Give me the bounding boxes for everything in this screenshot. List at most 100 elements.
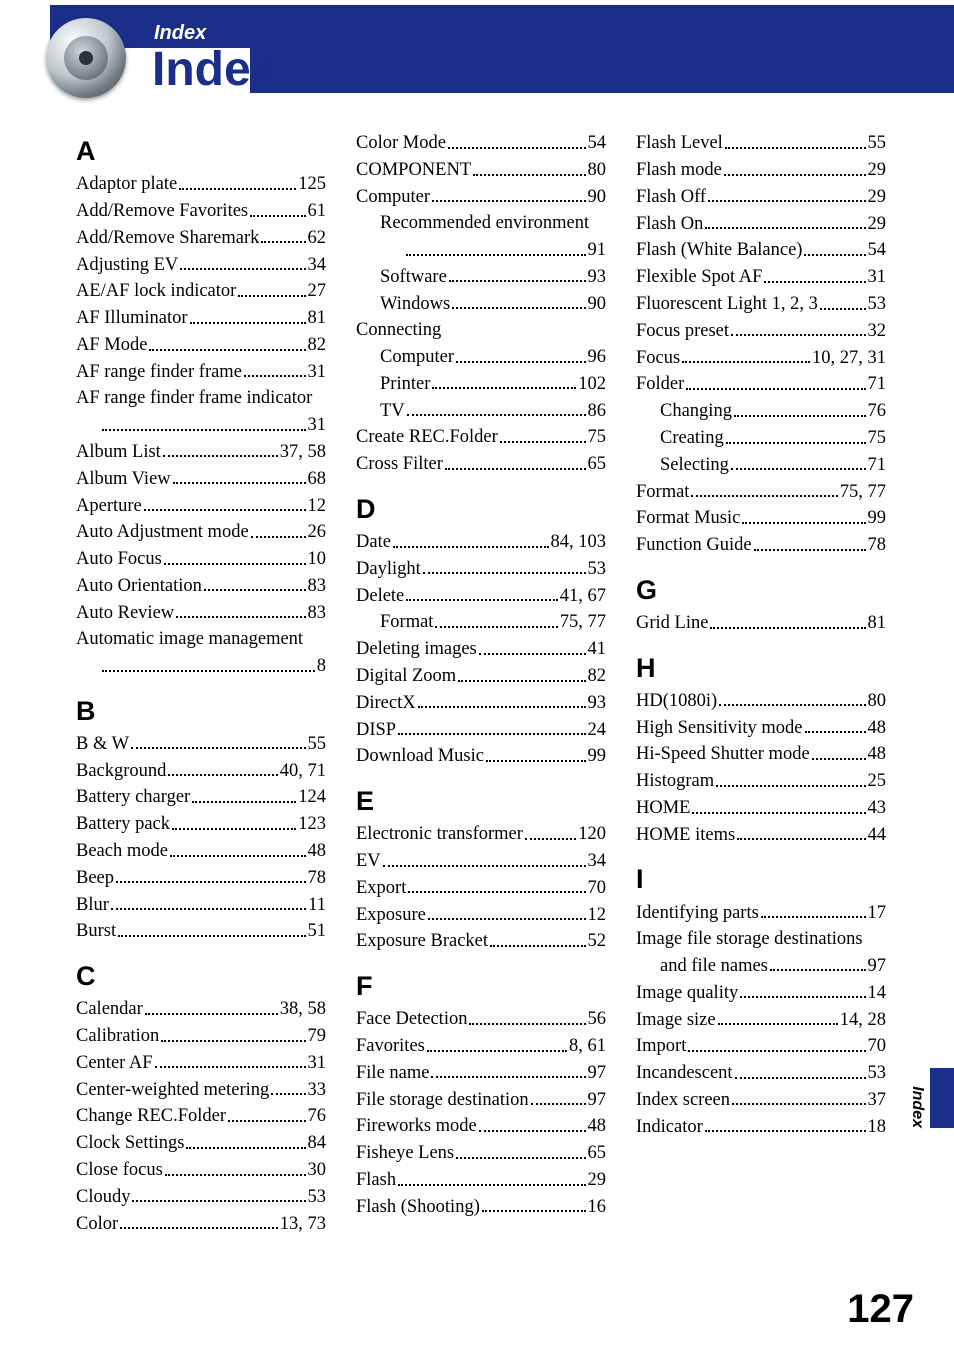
- entry-page[interactable]: 41, 67: [560, 587, 606, 606]
- entry-page[interactable]: 80: [588, 161, 607, 180]
- entry-page[interactable]: 8: [317, 657, 326, 676]
- entry-page[interactable]: 76: [308, 1107, 327, 1126]
- entry-page[interactable]: 81: [308, 309, 327, 328]
- entry-page[interactable]: 123: [298, 815, 326, 834]
- entry-page[interactable]: 48: [308, 842, 327, 861]
- entry-page[interactable]: 43: [868, 799, 887, 818]
- entry-page[interactable]: 61: [308, 202, 327, 221]
- entry-page[interactable]: 37: [868, 1091, 887, 1110]
- entry-page[interactable]: 54: [588, 134, 607, 153]
- entry-page[interactable]: 120: [578, 825, 606, 844]
- entry-page[interactable]: 48: [868, 719, 887, 738]
- entry-page[interactable]: 10, 27, 31: [812, 349, 886, 368]
- entry-page[interactable]: 90: [588, 188, 607, 207]
- entry-page[interactable]: 83: [308, 577, 327, 596]
- entry-page[interactable]: 82: [588, 667, 607, 686]
- entry-page[interactable]: 31: [868, 268, 887, 287]
- entry-page[interactable]: 124: [298, 788, 326, 807]
- entry-page[interactable]: 62: [308, 229, 327, 248]
- entry-page[interactable]: 34: [588, 852, 607, 871]
- entry-page[interactable]: 93: [588, 694, 607, 713]
- entry-page[interactable]: 70: [868, 1037, 887, 1056]
- entry-page[interactable]: 70: [588, 879, 607, 898]
- entry-page[interactable]: 65: [588, 455, 607, 474]
- entry-page[interactable]: 8, 61: [569, 1037, 606, 1056]
- entry-page[interactable]: 53: [308, 1188, 327, 1207]
- entry-page[interactable]: 48: [588, 1117, 607, 1136]
- entry-page[interactable]: 48: [868, 745, 887, 764]
- entry-page[interactable]: 102: [578, 375, 606, 394]
- entry-page[interactable]: 96: [588, 348, 607, 367]
- entry-page[interactable]: 18: [868, 1118, 887, 1137]
- entry-page[interactable]: 13, 73: [280, 1215, 326, 1234]
- entry-page[interactable]: 65: [588, 1144, 607, 1163]
- entry-page[interactable]: 29: [868, 161, 887, 180]
- entry-page[interactable]: 25: [868, 772, 887, 791]
- entry-page[interactable]: 26: [308, 523, 327, 542]
- entry-page[interactable]: 99: [588, 747, 607, 766]
- entry-page[interactable]: 68: [308, 470, 327, 489]
- entry-page[interactable]: 93: [588, 268, 607, 287]
- entry-page[interactable]: 40, 71: [280, 762, 326, 781]
- entry-page[interactable]: 97: [588, 1091, 607, 1110]
- entry-page[interactable]: 71: [868, 375, 887, 394]
- entry-page[interactable]: 44: [868, 826, 887, 845]
- entry-page[interactable]: 14, 28: [840, 1011, 886, 1030]
- entry-page[interactable]: 12: [588, 906, 607, 925]
- entry-page[interactable]: 32: [868, 322, 887, 341]
- entry-page[interactable]: 82: [308, 336, 327, 355]
- entry-page[interactable]: 29: [588, 1171, 607, 1190]
- entry-page[interactable]: 17: [868, 904, 887, 923]
- entry-page[interactable]: 75: [588, 428, 607, 447]
- entry-page[interactable]: 29: [868, 215, 887, 234]
- entry-page[interactable]: 78: [868, 536, 887, 555]
- entry-page[interactable]: 12: [308, 497, 327, 516]
- entry-page[interactable]: 125: [298, 175, 326, 194]
- entry-page[interactable]: 55: [868, 134, 887, 153]
- entry-page[interactable]: 38, 58: [280, 1000, 326, 1019]
- entry-page[interactable]: 75: [868, 429, 887, 448]
- entry-page[interactable]: 99: [868, 509, 887, 528]
- entry-page[interactable]: 81: [868, 614, 887, 633]
- entry-page[interactable]: 37, 58: [280, 443, 326, 462]
- entry-page[interactable]: 78: [308, 869, 327, 888]
- entry-page[interactable]: 33: [308, 1081, 327, 1100]
- entry-page[interactable]: 75, 77: [560, 613, 606, 632]
- entry-page[interactable]: 51: [308, 922, 327, 941]
- entry-page[interactable]: 16: [588, 1198, 607, 1217]
- entry-page[interactable]: 56: [588, 1010, 607, 1029]
- entry-page[interactable]: 80: [868, 692, 887, 711]
- entry-page[interactable]: 53: [588, 560, 607, 579]
- entry-page[interactable]: 97: [588, 1064, 607, 1083]
- entry-term: B & W: [76, 735, 129, 754]
- entry-page[interactable]: 55: [308, 735, 327, 754]
- entry-page[interactable]: 11: [308, 896, 326, 915]
- entry-page[interactable]: 84: [308, 1134, 327, 1153]
- entry-page[interactable]: 24: [588, 721, 607, 740]
- entry-page[interactable]: 31: [308, 416, 327, 435]
- entry-page[interactable]: 75, 77: [840, 483, 886, 502]
- entry-page[interactable]: 71: [868, 456, 887, 475]
- entry-page[interactable]: 34: [308, 256, 327, 275]
- entry-page[interactable]: 84, 103: [551, 533, 607, 552]
- entry-page[interactable]: 76: [868, 402, 887, 421]
- entry-page[interactable]: 54: [868, 241, 887, 260]
- entry-page[interactable]: 27: [308, 282, 327, 301]
- entry-page[interactable]: 53: [868, 1064, 887, 1083]
- index-entry: Background40, 71: [76, 757, 326, 784]
- entry-page[interactable]: 10: [308, 550, 327, 569]
- entry-page[interactable]: 29: [868, 188, 887, 207]
- entry-page[interactable]: 97: [868, 957, 887, 976]
- entry-page[interactable]: 31: [308, 1054, 327, 1073]
- entry-page[interactable]: 52: [588, 932, 607, 951]
- entry-page[interactable]: 90: [588, 295, 607, 314]
- entry-page[interactable]: 30: [308, 1161, 327, 1180]
- entry-page[interactable]: 31: [308, 363, 327, 382]
- entry-page[interactable]: 86: [588, 402, 607, 421]
- entry-page[interactable]: 79: [308, 1027, 327, 1046]
- entry-page[interactable]: 53: [868, 295, 887, 314]
- entry-page[interactable]: 41: [588, 640, 607, 659]
- entry-page[interactable]: 83: [308, 604, 327, 623]
- entry-page[interactable]: 14: [868, 984, 887, 1003]
- entry-page[interactable]: 91: [588, 241, 607, 260]
